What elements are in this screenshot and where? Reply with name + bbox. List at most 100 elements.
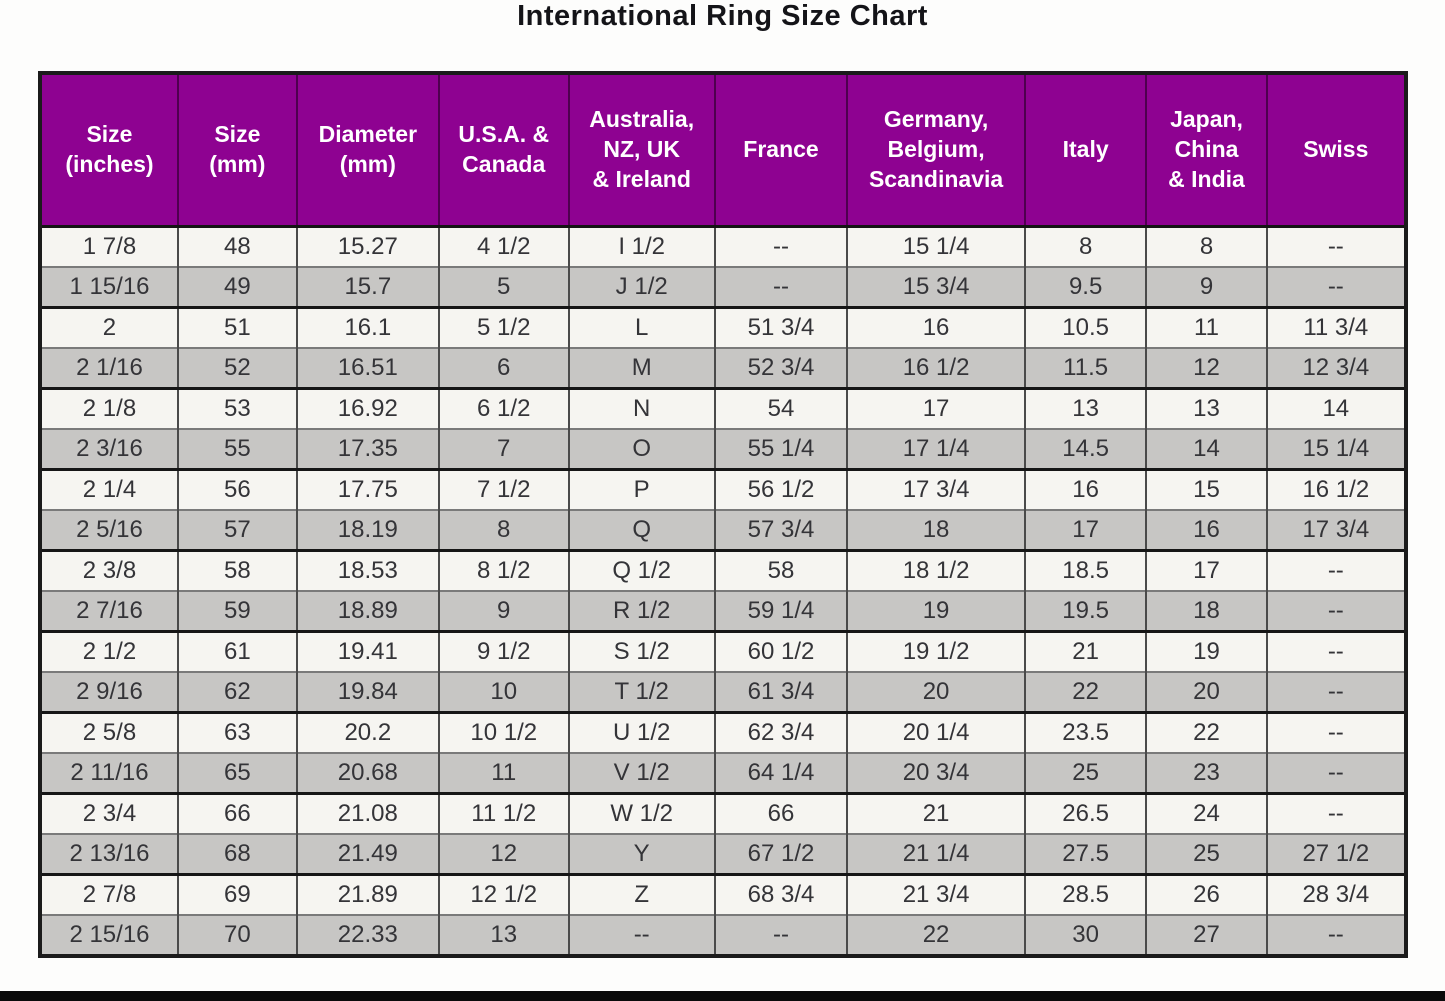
table-row: 2 51 16.1 5 1/2 L 51 3/4 16 10.5 11 11 3/4 <box>40 306 1408 348</box>
cell: 55 <box>177 428 298 470</box>
cell: 23 <box>1146 752 1268 794</box>
cell: 20 3/4 <box>847 752 1026 794</box>
cell: 20 1/4 <box>847 711 1026 753</box>
cell: 22 <box>1024 671 1148 713</box>
cell: 2 15/16 <box>40 914 179 956</box>
table-header: Size (inches) Size (mm) Diameter (mm) U.S.A… <box>40 73 1408 228</box>
cell: P <box>568 468 716 510</box>
cell: 18.53 <box>296 549 440 591</box>
cell: 27 <box>1146 914 1268 956</box>
table-row: 1 15/16 49 15.7 5 J 1/2 -- 15 3/4 9.5 9 -- <box>40 266 1408 308</box>
cell: 18.89 <box>296 590 440 632</box>
column-header: Australia, NZ, UK & Ireland <box>568 73 716 228</box>
cell: 8 1/2 <box>438 549 570 591</box>
cell: 16 <box>1146 509 1268 551</box>
cell: M <box>568 347 716 389</box>
cell: 5 <box>438 266 570 308</box>
cell: 12 <box>438 833 570 875</box>
table-row: 2 1/16 52 16.51 6 M 52 3/4 16 1/2 11.5 12 12 3/4 <box>40 347 1408 389</box>
cell: 28 3/4 <box>1266 873 1408 915</box>
cell: 59 <box>177 590 298 632</box>
cell: -- <box>714 226 849 267</box>
cell: 66 <box>714 792 849 834</box>
table-row: 2 5/16 57 18.19 8 Q 57 3/4 18 17 16 17 3/4 <box>40 509 1408 551</box>
cell: 30 <box>1024 914 1148 956</box>
cell: 9 <box>1146 266 1268 308</box>
cell: 13 <box>1146 387 1268 429</box>
cell: 2 7/16 <box>40 590 179 632</box>
cell: 2 5/16 <box>40 509 179 551</box>
cell: 15 3/4 <box>847 266 1026 308</box>
table-row: 2 3/8 58 18.53 8 1/2 Q 1/2 58 18 1/2 18.5 17 -- <box>40 549 1408 591</box>
cell: 58 <box>177 549 298 591</box>
cell: 2 3/8 <box>40 549 179 591</box>
cell: 2 <box>40 306 179 348</box>
cell: 12 <box>1146 347 1268 389</box>
table-row: 2 1/4 56 17.75 7 1/2 P 56 1/2 17 3/4 16 15 16 1/2 <box>40 468 1408 510</box>
cell: 15 <box>1146 468 1268 510</box>
cell: -- <box>1266 226 1408 267</box>
table-row: 2 1/8 53 16.92 6 1/2 N 54 17 13 13 14 <box>40 387 1408 429</box>
cell: 15.27 <box>296 226 440 267</box>
table-row: 2 3/4 66 21.08 11 1/2 W 1/2 66 21 26.5 24 -- <box>40 792 1408 834</box>
table-row: 2 7/8 69 21.89 12 1/2 Z 68 3/4 21 3/4 28.5 26 28 … <box>40 873 1408 915</box>
cell: 22 <box>1146 711 1268 753</box>
cell: I 1/2 <box>568 226 716 267</box>
cell: 12 1/2 <box>438 873 570 915</box>
column-header: Germany, Belgium, Scandinavia <box>847 73 1026 228</box>
table-row: 2 1/2 61 19.41 9 1/2 S 1/2 60 1/2 19 1/2 21 19 -- <box>40 630 1408 672</box>
cell: L <box>568 306 716 348</box>
cell: 22.33 <box>296 914 440 956</box>
cell: 55 1/4 <box>714 428 849 470</box>
cell: 16.92 <box>296 387 440 429</box>
table-row: 2 9/16 62 19.84 10 T 1/2 61 3/4 20 22 20 -- <box>40 671 1408 713</box>
cell: 7 1/2 <box>438 468 570 510</box>
cell: 27 1/2 <box>1266 833 1408 875</box>
cell: 2 1/2 <box>40 630 179 672</box>
cell: 11 3/4 <box>1266 306 1408 348</box>
page-title: International Ring Size Chart <box>517 0 928 32</box>
cell: 49 <box>177 266 298 308</box>
cell: 11 <box>438 752 570 794</box>
table-row: 2 13/16 68 21.49 12 Y 67 1/2 21 1/4 27.5 25 27 1/… <box>40 833 1408 875</box>
cell: 16 1/2 <box>847 347 1026 389</box>
cell: 7 <box>438 428 570 470</box>
cell: U 1/2 <box>568 711 716 753</box>
cell: 19.5 <box>1024 590 1148 632</box>
cell: 65 <box>177 752 298 794</box>
cell: -- <box>714 266 849 308</box>
cell: -- <box>1266 671 1408 713</box>
cell: Y <box>568 833 716 875</box>
cell: T 1/2 <box>568 671 716 713</box>
ring-size-table: Size (inches) Size (mm) Diameter (mm) U.S.A… <box>38 71 1408 958</box>
table-row: 2 5/8 63 20.2 10 1/2 U 1/2 62 3/4 20 1/4 23.5 22… <box>40 711 1408 753</box>
cell: 52 <box>177 347 298 389</box>
cell: 59 1/4 <box>714 590 849 632</box>
cell: 11 <box>1146 306 1268 348</box>
cell: 22 <box>847 914 1026 956</box>
cell: 66 <box>177 792 298 834</box>
cell: 15 1/4 <box>1266 428 1408 470</box>
cell: W 1/2 <box>568 792 716 834</box>
table-row: 1 7/8 48 15.27 4 1/2 I 1/2 -- 15 1/4 8 8 -- <box>40 226 1408 267</box>
cell: -- <box>1266 266 1408 308</box>
cell: 48 <box>177 226 298 267</box>
cell: 8 <box>1024 226 1148 267</box>
cell: 17 <box>1024 509 1148 551</box>
cell: 14.5 <box>1024 428 1148 470</box>
cell: 61 <box>177 630 298 672</box>
cell: 19.84 <box>296 671 440 713</box>
cell: -- <box>714 914 849 956</box>
cell: 11 1/2 <box>438 792 570 834</box>
cell: 15 1/4 <box>847 226 1026 267</box>
cell: 6 1/2 <box>438 387 570 429</box>
cell: 6 <box>438 347 570 389</box>
cell: Q 1/2 <box>568 549 716 591</box>
cell: 21.89 <box>296 873 440 915</box>
cell: 9 1/2 <box>438 630 570 672</box>
column-header: Size (inches) <box>40 73 179 228</box>
cell: 16.51 <box>296 347 440 389</box>
table-body: 1 7/8 48 15.27 4 1/2 I 1/2 -- 15 1/4 8 8 -- 1 15/1… <box>40 226 1408 956</box>
cell: 68 <box>177 833 298 875</box>
cell: -- <box>1266 752 1408 794</box>
